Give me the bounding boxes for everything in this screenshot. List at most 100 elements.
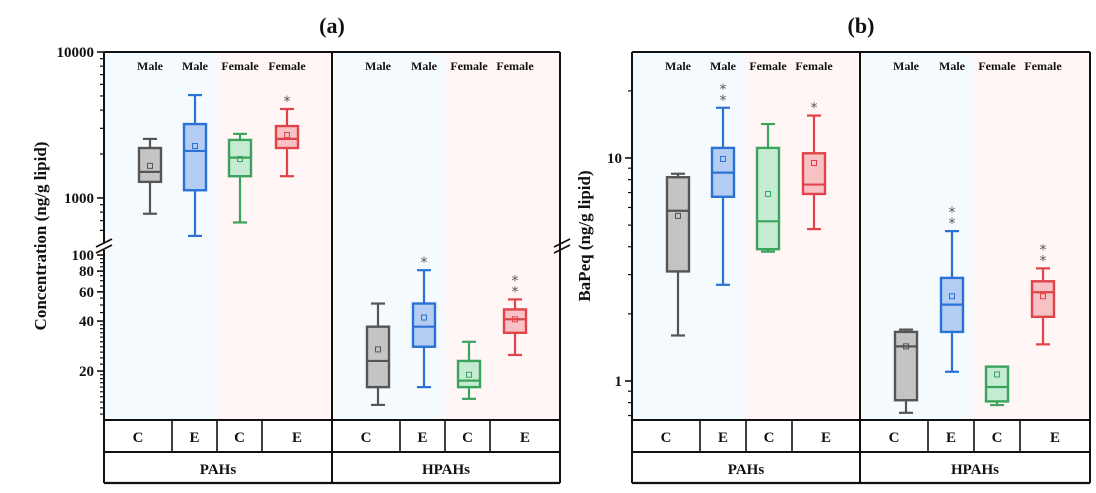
box-pahs-male-e: ** bbox=[710, 82, 736, 286]
panel-a: (a) Concentration (ng/g lipid) 1000 10000 20… bbox=[31, 13, 571, 485]
category-label: C bbox=[889, 430, 900, 446]
sex-label: Male bbox=[665, 59, 692, 73]
box-hpahs-female-e: ** bbox=[502, 273, 528, 357]
box-pahs-female-e: * bbox=[274, 94, 300, 178]
sex-label: Male bbox=[365, 59, 392, 73]
mean-marker bbox=[192, 143, 198, 150]
iqr-box bbox=[411, 302, 437, 348]
iqr-box bbox=[893, 330, 919, 402]
box-pahs-female-c bbox=[755, 122, 781, 253]
box-pahs-male-c bbox=[665, 172, 691, 337]
sex-label: Female bbox=[749, 59, 787, 73]
category-label: E bbox=[821, 430, 831, 446]
mean-marker bbox=[949, 293, 955, 300]
mean-marker bbox=[375, 346, 381, 353]
sex-label: Female bbox=[795, 59, 833, 73]
box-pahs-female-c bbox=[227, 132, 253, 224]
tick-label: 1 bbox=[615, 374, 623, 390]
iqr-box bbox=[182, 122, 208, 192]
sex-label: Female bbox=[1024, 59, 1062, 73]
significance-star: * bbox=[421, 255, 428, 271]
significance-star: * bbox=[811, 101, 818, 117]
category-label: E bbox=[189, 430, 199, 446]
significance-star: * bbox=[284, 94, 291, 110]
sex-label: Female bbox=[496, 59, 534, 73]
sex-label: Female bbox=[268, 59, 306, 73]
sex-label: Male bbox=[939, 59, 966, 73]
category-label: C bbox=[234, 430, 245, 446]
mean-marker bbox=[765, 190, 771, 197]
iqr-box bbox=[801, 152, 827, 196]
mean-marker bbox=[1040, 293, 1046, 300]
mean-marker bbox=[675, 212, 681, 219]
category-label: E bbox=[946, 430, 956, 446]
tick-label: 100 bbox=[72, 248, 95, 264]
box-hpahs-male-c bbox=[365, 302, 391, 407]
significance-star: * bbox=[720, 82, 727, 98]
group-label: HPAHs bbox=[422, 462, 470, 478]
iqr-box bbox=[502, 308, 528, 334]
box-pahs-male-e bbox=[182, 93, 208, 238]
box-hpahs-male-e: ** bbox=[939, 205, 965, 373]
mean-marker bbox=[466, 371, 472, 378]
category-label: C bbox=[992, 430, 1003, 446]
mean-marker bbox=[421, 314, 427, 321]
mean-marker bbox=[147, 162, 153, 169]
category-label: E bbox=[718, 430, 728, 446]
category-label: E bbox=[292, 430, 302, 446]
sex-label: Male bbox=[137, 59, 164, 73]
significance-star: * bbox=[512, 273, 519, 289]
iqr-box bbox=[665, 176, 691, 273]
box-hpahs-female-c bbox=[456, 340, 482, 400]
y-axis-label: Concentration (ng/g lipid) bbox=[31, 142, 50, 331]
mean-marker bbox=[903, 343, 909, 350]
tick-label: 1000 bbox=[64, 191, 94, 207]
category-label: E bbox=[417, 430, 427, 446]
category-label: C bbox=[462, 430, 473, 446]
iqr-box bbox=[365, 325, 391, 389]
tick-label: 40 bbox=[79, 314, 94, 330]
female-background bbox=[446, 52, 560, 420]
significance-star: * bbox=[949, 205, 956, 221]
category-label: C bbox=[764, 430, 775, 446]
significance-star: * bbox=[1040, 242, 1047, 258]
significance-star: * bbox=[1040, 253, 1047, 269]
group-label: PAHs bbox=[200, 462, 237, 478]
category-label: C bbox=[361, 430, 372, 446]
significance-star: * bbox=[512, 284, 519, 300]
group-label: PAHs bbox=[728, 462, 765, 478]
box-pahs-male-c bbox=[137, 137, 163, 215]
tick-label: 60 bbox=[79, 285, 94, 301]
sex-label: Male bbox=[893, 59, 920, 73]
mean-marker bbox=[994, 371, 1000, 378]
tick-label: 20 bbox=[79, 364, 94, 380]
iqr-box bbox=[755, 146, 781, 251]
panel-title: (b) bbox=[848, 13, 875, 38]
mean-marker bbox=[512, 316, 518, 323]
panel-title: (a) bbox=[319, 13, 345, 38]
iqr-box bbox=[137, 146, 163, 184]
box-hpahs-male-e: * bbox=[411, 255, 437, 389]
tick-label: 80 bbox=[79, 264, 94, 280]
female-background bbox=[218, 52, 332, 420]
mean-marker bbox=[720, 155, 726, 162]
box-hpahs-female-c bbox=[984, 365, 1010, 407]
tick-label: 10000 bbox=[57, 45, 95, 61]
y-axis-label: BaPeq (ng/g lipid) bbox=[575, 170, 594, 301]
mean-marker bbox=[811, 159, 817, 166]
mean-marker bbox=[237, 155, 243, 162]
axis-break-icon bbox=[553, 238, 571, 254]
category-label: C bbox=[661, 430, 672, 446]
sex-label: Female bbox=[221, 59, 259, 73]
significance-star: * bbox=[720, 93, 727, 109]
group-label: HPAHs bbox=[951, 462, 999, 478]
iqr-box bbox=[456, 359, 482, 389]
tick-label: 10 bbox=[607, 151, 622, 167]
box-hpahs-female-e: ** bbox=[1030, 242, 1056, 346]
category-label: E bbox=[520, 430, 530, 446]
sex-label: Female bbox=[450, 59, 488, 73]
axis-break-icon bbox=[95, 238, 113, 254]
sex-label: Male bbox=[710, 59, 737, 73]
